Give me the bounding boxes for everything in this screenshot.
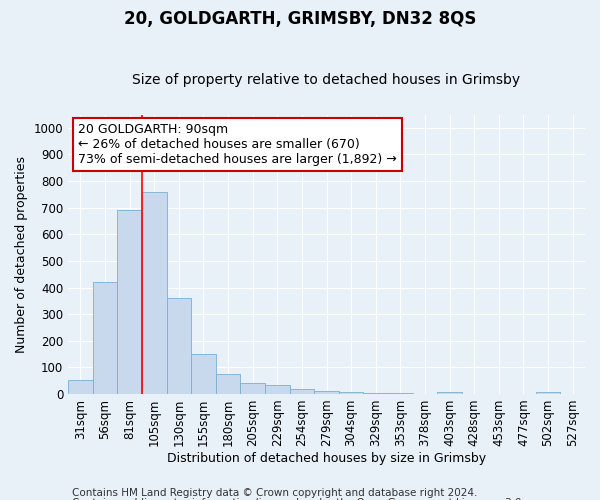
Bar	[216, 374, 241, 394]
Text: Contains HM Land Registry data © Crown copyright and database right 2024.: Contains HM Land Registry data © Crown c…	[72, 488, 478, 498]
Bar	[191, 354, 216, 394]
Bar	[265, 386, 290, 394]
Bar	[167, 298, 191, 394]
Bar	[142, 192, 167, 394]
Text: Contains public sector information licensed under the Open Government Licence v3: Contains public sector information licen…	[72, 498, 525, 500]
Y-axis label: Number of detached properties: Number of detached properties	[15, 156, 28, 353]
Text: 20 GOLDGARTH: 90sqm
← 26% of detached houses are smaller (670)
73% of semi-detac: 20 GOLDGARTH: 90sqm ← 26% of detached ho…	[79, 123, 397, 166]
Bar	[241, 384, 265, 394]
Bar	[117, 210, 142, 394]
X-axis label: Distribution of detached houses by size in Grimsby: Distribution of detached houses by size …	[167, 452, 486, 465]
Bar	[437, 392, 462, 394]
Bar	[68, 380, 92, 394]
Bar	[290, 389, 314, 394]
Bar	[339, 392, 364, 394]
Bar	[536, 392, 560, 394]
Bar	[364, 392, 388, 394]
Text: 20, GOLDGARTH, GRIMSBY, DN32 8QS: 20, GOLDGARTH, GRIMSBY, DN32 8QS	[124, 10, 476, 28]
Bar	[92, 282, 117, 394]
Title: Size of property relative to detached houses in Grimsby: Size of property relative to detached ho…	[133, 73, 521, 87]
Bar	[314, 391, 339, 394]
